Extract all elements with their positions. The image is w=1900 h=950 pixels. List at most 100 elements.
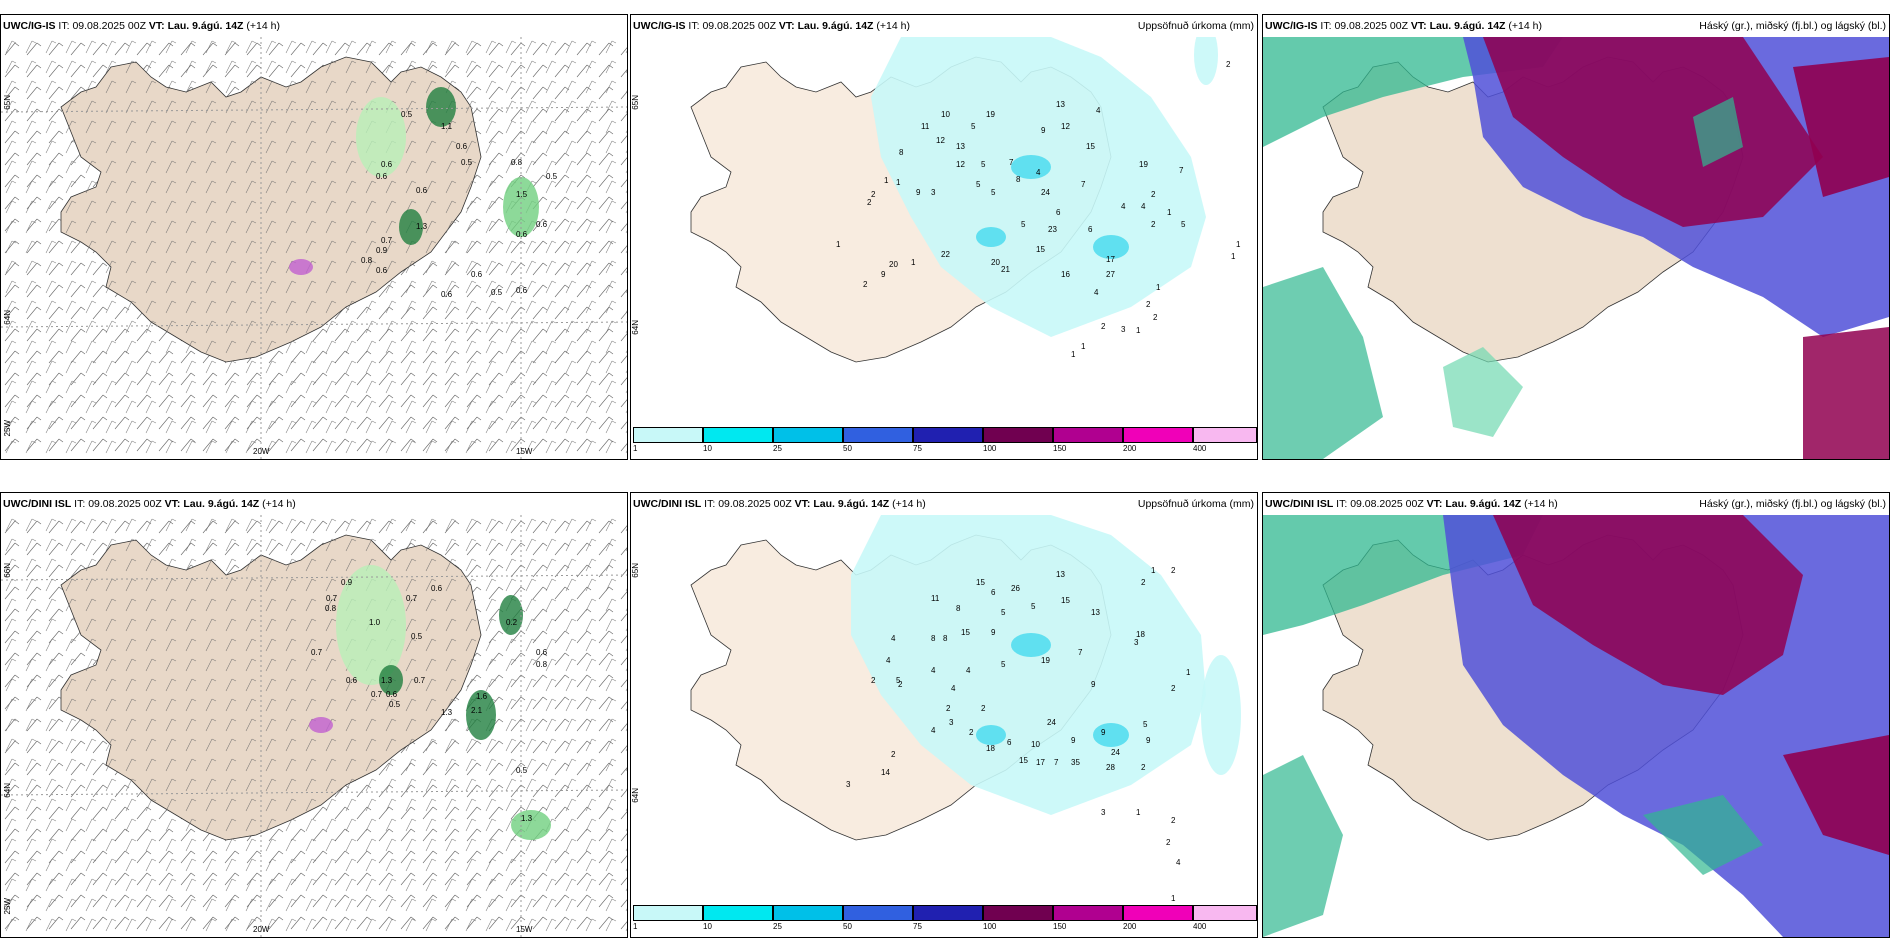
colorbar-label: 75 xyxy=(913,922,922,931)
lon-label: 15W xyxy=(516,925,533,934)
precip-value: 4 xyxy=(931,666,936,675)
precip-value: 0.6 xyxy=(536,220,548,229)
vt-label: VT: xyxy=(1410,20,1427,32)
vt-label: VT: xyxy=(794,498,811,510)
precip-value: 19 xyxy=(1041,656,1050,665)
precip-value: 0.6 xyxy=(516,230,528,239)
precip-value: 12 xyxy=(936,136,945,145)
precip-value: 9 xyxy=(1041,126,1046,135)
colorbar-label: 100 xyxy=(983,444,997,453)
it-label: IT: xyxy=(688,20,700,32)
precip-value: 4 xyxy=(1096,106,1101,115)
precip-value: 8 xyxy=(899,148,904,157)
lat-label: 65N xyxy=(631,95,640,110)
it-value: 09.08.2025 00Z xyxy=(718,498,792,510)
colorbar-label: 1 xyxy=(633,444,638,453)
precip-value: 15 xyxy=(1061,596,1070,605)
colorbar-swatch xyxy=(1123,905,1193,921)
precip-value: 1 xyxy=(1186,668,1191,677)
precip-value: 9 xyxy=(1146,736,1151,745)
it-value: 09.08.2025 00Z xyxy=(1350,498,1424,510)
precip-value: 7 xyxy=(1009,158,1014,167)
vt-label: VT: xyxy=(1426,498,1443,510)
precip-value: 1.3 xyxy=(521,814,533,823)
precip-value: 0.8 xyxy=(325,604,337,613)
precip-value: 1.3 xyxy=(381,676,393,685)
wind-precip-map: 0.9 0.7 0.6 0.7 0.8 1.0 0.2 0.5 0.6 0.7 … xyxy=(1,515,627,937)
it-value: 09.08.2025 00Z xyxy=(702,20,776,32)
precip-value: 3 xyxy=(949,718,954,727)
precip-value: 5 xyxy=(971,122,976,131)
colorbar-swatch xyxy=(773,905,843,921)
panel-header: UWC/IG-IS IT: 09.08.2025 00Z VT: Lau. 9.… xyxy=(1263,15,1889,37)
precip-value: 7 xyxy=(1081,180,1086,189)
precip-value: 2 xyxy=(1171,816,1176,825)
precip-value: 21 xyxy=(1001,265,1010,274)
precip-value: 2 xyxy=(946,704,951,713)
colorbar-label: 150 xyxy=(1053,444,1067,453)
precip-value: 17 xyxy=(1106,255,1115,264)
precip-value: 20 xyxy=(991,258,1000,267)
precip-value: 2 xyxy=(1151,220,1156,229)
precip-value: 1.1 xyxy=(441,122,453,131)
precip-value: 15 xyxy=(976,578,985,587)
lat-label: 64N xyxy=(631,320,640,335)
precip-value: 4 xyxy=(1121,202,1126,211)
colorbar-label: 400 xyxy=(1193,922,1207,931)
colorbar: 1 10 25 50 75 100 150 200 400 xyxy=(633,427,1257,455)
colorbar-label: 50 xyxy=(843,922,852,931)
colorbar-label: 10 xyxy=(703,922,712,931)
precip-value: 0.6 xyxy=(471,270,483,279)
lead-time: (+14 h) xyxy=(1508,20,1542,32)
precip-value: 24 xyxy=(1111,748,1120,757)
precip-value: 0.5 xyxy=(491,288,503,297)
precip-value: 28 xyxy=(1106,763,1115,772)
vt-value: Lau. 9.ágú. 14Z xyxy=(1445,498,1522,510)
precip-value: 35 xyxy=(1071,758,1080,767)
precip-value: 3 xyxy=(931,188,936,197)
precip-values: 0.5 1.1 0.6 0.5 0.8 0.5 0.6 0.6 0.6 1.5 … xyxy=(361,110,558,299)
panel-header: UWC/DINI ISL IT: 09.08.2025 00Z VT: Lau.… xyxy=(1,493,627,515)
precip-value: 13 xyxy=(956,142,965,151)
lat-label: 64N xyxy=(631,788,640,803)
colorbar-label: 10 xyxy=(703,444,712,453)
colorbar-swatch xyxy=(633,905,703,921)
panel-dini-cloud: UWC/DINI ISL IT: 09.08.2025 00Z VT: Lau.… xyxy=(1262,492,1890,938)
model-name: UWC/IG-IS xyxy=(3,20,56,32)
precip-value: 12 xyxy=(956,160,965,169)
precip-value: 0.7 xyxy=(371,690,383,699)
model-name: UWC/DINI ISL xyxy=(633,498,702,510)
colorbar-swatch xyxy=(1053,427,1123,443)
cloud-map xyxy=(1263,515,1889,937)
precip-value: 0.5 xyxy=(411,632,423,641)
precip-value: 23 xyxy=(1048,225,1057,234)
precip-values: 0.9 0.7 0.6 0.7 0.8 1.0 0.2 0.5 0.6 0.7 … xyxy=(311,578,548,823)
colorbar-label: 25 xyxy=(773,444,782,453)
precip-map: 2 15 26 13 2 1 11 8 6 15 5 5 13 4 8 8 15… xyxy=(690,515,1241,903)
precip-value: 0.7 xyxy=(326,594,338,603)
lat-label: 65N xyxy=(631,563,640,578)
precip-value: 5 xyxy=(896,676,901,685)
panel-dini-precip: UWC/DINI ISL IT: 09.08.2025 00Z VT: Lau.… xyxy=(630,492,1258,938)
lon-label: 20W xyxy=(253,447,270,456)
precip-value: 5 xyxy=(1001,608,1006,617)
panel-header: UWC/IG-IS IT: 09.08.2025 00Z VT: Lau. 9.… xyxy=(1,15,627,37)
precip-value: 1 xyxy=(1081,342,1086,351)
precip-value: 4 xyxy=(931,726,936,735)
lat-label: 65N xyxy=(3,95,12,110)
precip-values: 2 15 26 13 2 1 11 8 6 15 5 5 13 4 8 8 15… xyxy=(846,566,1191,903)
precip-value: 8 xyxy=(943,634,948,643)
precip-value: 0.6 xyxy=(536,648,548,657)
precip-value: 1.0 xyxy=(369,618,381,627)
precip-value: 26 xyxy=(1011,584,1020,593)
precip-value: 1 xyxy=(1071,350,1076,359)
colorbar-swatch xyxy=(913,905,983,921)
precip-value: 5 xyxy=(981,160,986,169)
precip-value: 8 xyxy=(956,604,961,613)
precip-value: 18 xyxy=(986,744,995,753)
precip-value: 15 xyxy=(1019,756,1028,765)
precip-value: 11 xyxy=(921,122,930,131)
lat-label: 25W xyxy=(3,420,12,437)
precip-value: 1 xyxy=(1236,240,1241,249)
precip-value: 0.8 xyxy=(361,256,373,265)
